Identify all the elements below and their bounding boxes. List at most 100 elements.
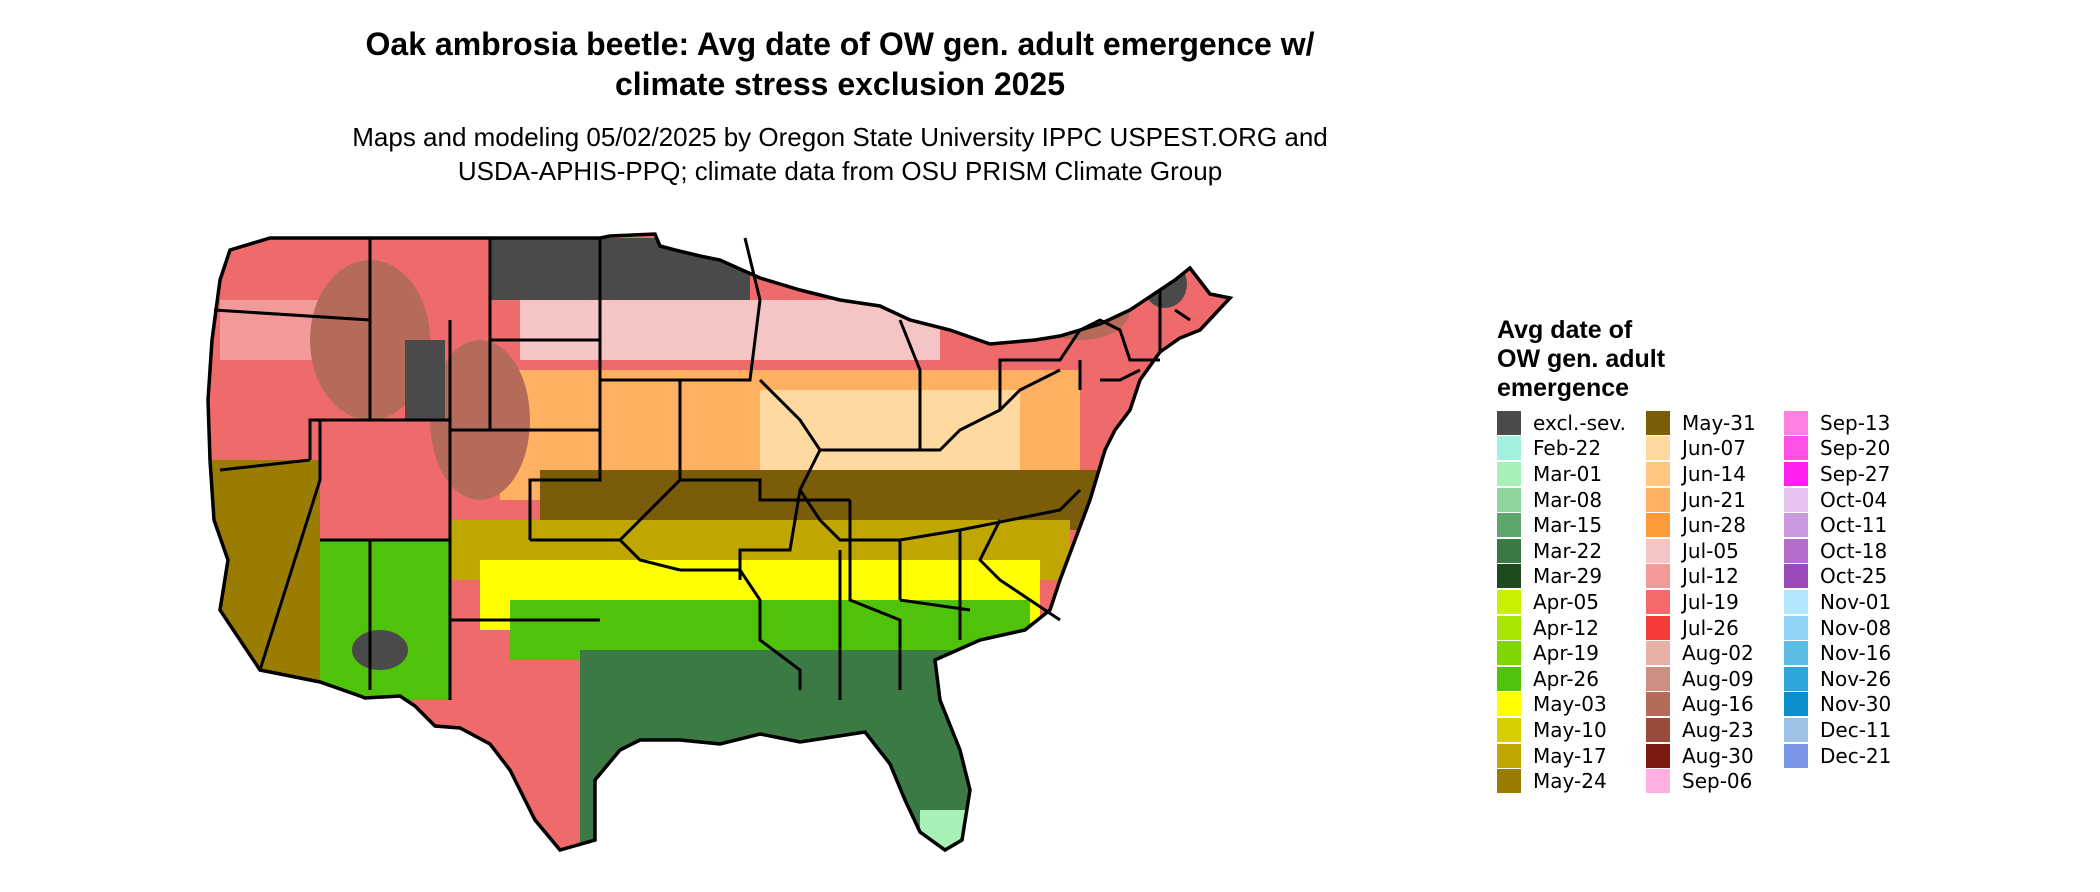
legend-label: Mar-01	[1533, 461, 1603, 486]
legend-swatch	[1784, 538, 1808, 563]
legend-item: Nov-26	[1784, 666, 1891, 692]
legend-swatch	[1497, 769, 1521, 794]
legend-label: Oct-11	[1820, 513, 1888, 538]
legend-swatch	[1646, 589, 1670, 614]
legend-title: Avg date of OW gen. adult emergence	[1497, 316, 1665, 403]
legend-swatch	[1646, 641, 1670, 666]
legend-item: Jul-19	[1646, 589, 1756, 615]
legend-column-1: excl.-sev. Feb-22 Mar-01 Mar-08 Mar-15 Mar-22…	[1497, 410, 1626, 794]
legend-swatch	[1784, 513, 1808, 538]
legend-item: Mar-08	[1497, 487, 1626, 513]
legend-item: May-31	[1646, 410, 1756, 436]
legend-item: Jun-21	[1646, 487, 1756, 513]
legend-item: Nov-16	[1784, 640, 1891, 666]
legend-label: May-10	[1533, 717, 1607, 742]
legend-item: Nov-08	[1784, 615, 1891, 641]
legend-swatch	[1784, 692, 1808, 717]
legend-swatch	[1497, 589, 1521, 614]
legend-swatch	[1784, 717, 1808, 742]
legend-swatch	[1497, 615, 1521, 640]
legend-item: Sep-27	[1784, 461, 1891, 487]
legend-item: Dec-11	[1784, 717, 1891, 743]
legend-swatch	[1784, 461, 1808, 486]
legend-swatch	[1646, 564, 1670, 589]
legend-label: Mar-08	[1533, 487, 1603, 512]
legend-item: Aug-02	[1646, 640, 1756, 666]
legend-item: excl.-sev.	[1497, 410, 1626, 436]
legend-swatch	[1784, 564, 1808, 589]
legend-item: May-24	[1497, 768, 1626, 794]
legend-item: Aug-23	[1646, 717, 1756, 743]
state-boundaries	[213, 237, 1191, 700]
legend-title-line-2: OW gen. adult	[1497, 345, 1666, 373]
legend-item: Mar-22	[1497, 538, 1626, 564]
legend-label: Dec-21	[1820, 743, 1892, 768]
legend-label: Mar-29	[1533, 564, 1603, 589]
region-north-plains	[520, 300, 940, 360]
legend-swatch	[1646, 615, 1670, 640]
legend-swatch	[1646, 692, 1670, 717]
legend-item: Jun-07	[1646, 436, 1756, 462]
legend-title-line-1: Avg date of	[1497, 316, 1633, 344]
legend-label: Oct-04	[1820, 487, 1888, 512]
legend-label: Apr-12	[1533, 615, 1599, 640]
legend-item: Jun-28	[1646, 512, 1756, 538]
legend-label: Dec-11	[1820, 717, 1892, 742]
legend-label: Jul-12	[1682, 564, 1739, 589]
legend-item: Jul-26	[1646, 615, 1756, 641]
region-rocky-mountains	[430, 340, 530, 500]
legend-item: Jul-12	[1646, 564, 1756, 590]
legend-label: Nov-30	[1820, 692, 1892, 717]
legend-item: Apr-12	[1497, 615, 1626, 641]
legend-swatch	[1497, 513, 1521, 538]
legend-swatch	[1497, 692, 1521, 717]
legend-label: Jun-14	[1682, 461, 1746, 486]
legend-label: Aug-23	[1682, 717, 1754, 742]
legend-item: Nov-01	[1784, 589, 1891, 615]
legend-swatch	[1646, 487, 1670, 512]
legend-swatch	[1646, 410, 1670, 435]
legend-item: Aug-16	[1646, 692, 1756, 718]
legend-swatch	[1784, 666, 1808, 691]
legend-swatch	[1497, 641, 1521, 666]
legend-label: Feb-22	[1533, 436, 1602, 461]
legend-item: Nov-30	[1784, 692, 1891, 718]
legend-item: Mar-01	[1497, 461, 1626, 487]
legend-label: Mar-22	[1533, 538, 1603, 563]
legend-item: Jun-14	[1646, 461, 1756, 487]
legend-label: Sep-13	[1820, 410, 1891, 435]
region-excluded-maine	[1143, 260, 1187, 308]
legend-swatch	[1497, 538, 1521, 563]
region-excluded-northern-plains	[490, 238, 750, 300]
legend-swatch	[1646, 513, 1670, 538]
legend-swatch	[1784, 410, 1808, 435]
legend-swatch	[1784, 615, 1808, 640]
legend-label: Jun-28	[1682, 513, 1746, 538]
legend-item: Apr-05	[1497, 589, 1626, 615]
legend-swatch	[1497, 717, 1521, 742]
legend-swatch	[1784, 436, 1808, 461]
legend-label: Mar-15	[1533, 513, 1603, 538]
legend-item: Dec-21	[1784, 743, 1891, 769]
legend-item: May-03	[1497, 692, 1626, 718]
legend-label: May-17	[1533, 743, 1607, 768]
legend-swatch	[1646, 769, 1670, 794]
us-emergence-map	[206, 232, 1232, 852]
region-california-valley	[208, 460, 320, 690]
legend-label: Apr-05	[1533, 589, 1599, 614]
legend-label: Apr-26	[1533, 666, 1599, 691]
legend-label: Sep-06	[1682, 769, 1753, 794]
legend-swatch	[1784, 589, 1808, 614]
legend-item: Sep-13	[1784, 410, 1891, 436]
legend-label: Jul-26	[1682, 615, 1739, 640]
legend-swatch	[1497, 461, 1521, 486]
legend-swatch	[1497, 487, 1521, 512]
legend-item: Oct-11	[1784, 512, 1891, 538]
legend-swatch	[1497, 436, 1521, 461]
legend-label: Aug-30	[1682, 743, 1754, 768]
legend-label: Sep-27	[1820, 461, 1891, 486]
legend-label: May-31	[1682, 410, 1756, 435]
legend-swatch	[1646, 717, 1670, 742]
legend-label: Jun-07	[1682, 436, 1746, 461]
legend-item: Apr-19	[1497, 640, 1626, 666]
